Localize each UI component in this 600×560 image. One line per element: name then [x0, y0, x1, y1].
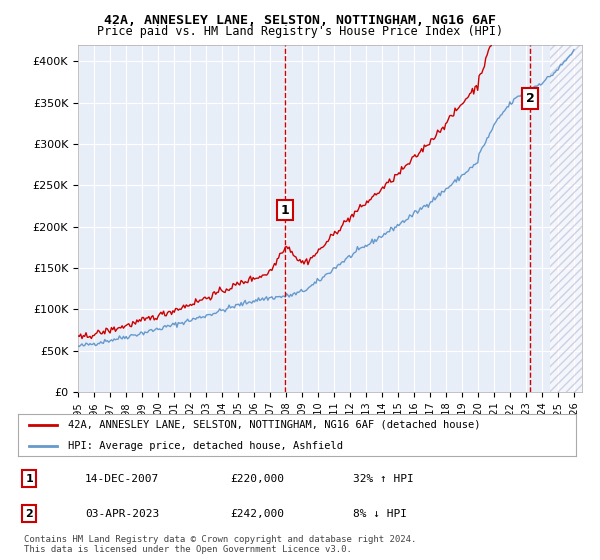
Text: 1: 1 [25, 474, 33, 484]
Text: HPI: Average price, detached house, Ashfield: HPI: Average price, detached house, Ashf… [68, 441, 343, 451]
Text: 32% ↑ HPI: 32% ↑ HPI [353, 474, 413, 484]
Text: Price paid vs. HM Land Registry's House Price Index (HPI): Price paid vs. HM Land Registry's House … [97, 25, 503, 38]
Text: 2: 2 [526, 92, 535, 105]
Text: 42A, ANNESLEY LANE, SELSTON, NOTTINGHAM, NG16 6AF (detached house): 42A, ANNESLEY LANE, SELSTON, NOTTINGHAM,… [68, 420, 481, 430]
Bar [550, 45, 582, 392]
Text: £220,000: £220,000 [230, 474, 284, 484]
Text: 42A, ANNESLEY LANE, SELSTON, NOTTINGHAM, NG16 6AF: 42A, ANNESLEY LANE, SELSTON, NOTTINGHAM,… [104, 14, 496, 27]
Text: Contains HM Land Registry data © Crown copyright and database right 2024.
This d: Contains HM Land Registry data © Crown c… [24, 535, 416, 554]
Text: 2: 2 [25, 509, 33, 519]
Text: £242,000: £242,000 [230, 509, 284, 519]
Text: 14-DEC-2007: 14-DEC-2007 [85, 474, 159, 484]
Text: 1: 1 [281, 204, 290, 217]
Text: 03-APR-2023: 03-APR-2023 [85, 509, 159, 519]
Text: 8% ↓ HPI: 8% ↓ HPI [353, 509, 407, 519]
